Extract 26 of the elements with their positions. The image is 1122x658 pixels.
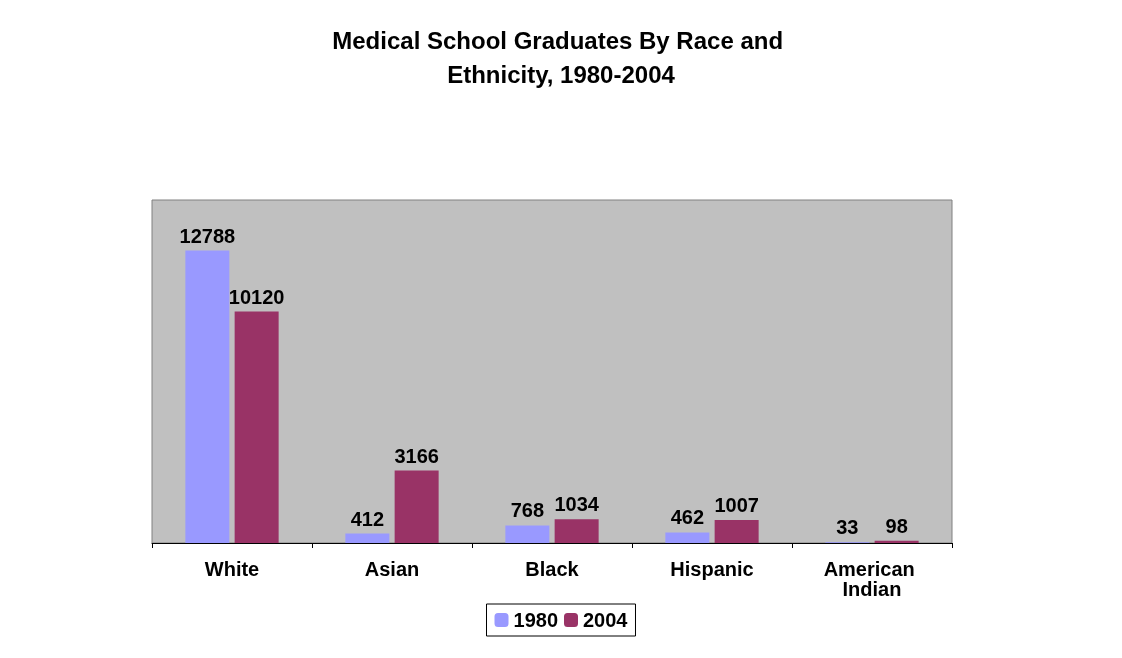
data-label: 462 [670,506,705,529]
x-tick-label: Asian [364,558,420,580]
bar [714,519,759,543]
bar [345,533,390,543]
bar [185,250,230,543]
data-label: 768 [510,499,545,522]
data-label: 10120 [228,285,285,308]
data-label: 1034 [554,493,600,516]
data-label: 412 [350,507,385,530]
data-label: 12788 [179,224,236,247]
x-tick-label: Hispanic [670,558,754,580]
bar [505,525,550,543]
data-label: 98 [885,514,908,537]
bar [665,532,710,543]
bar [394,470,439,543]
legend-label: 1980 [513,609,559,631]
x-tick-label: American Indian [823,558,921,600]
bar [554,519,599,543]
x-tick-label: Black [525,558,580,580]
legend-label: 2004 [583,609,629,631]
data-label: 3166 [394,444,439,467]
chart-title: Medical School Graduates By Race and Ethnicity, 1980-2004 [332,26,790,88]
data-label: 1007 [714,493,759,516]
x-tick-label: White [204,558,260,580]
bar [234,311,279,543]
data-label: 33 [836,516,859,539]
